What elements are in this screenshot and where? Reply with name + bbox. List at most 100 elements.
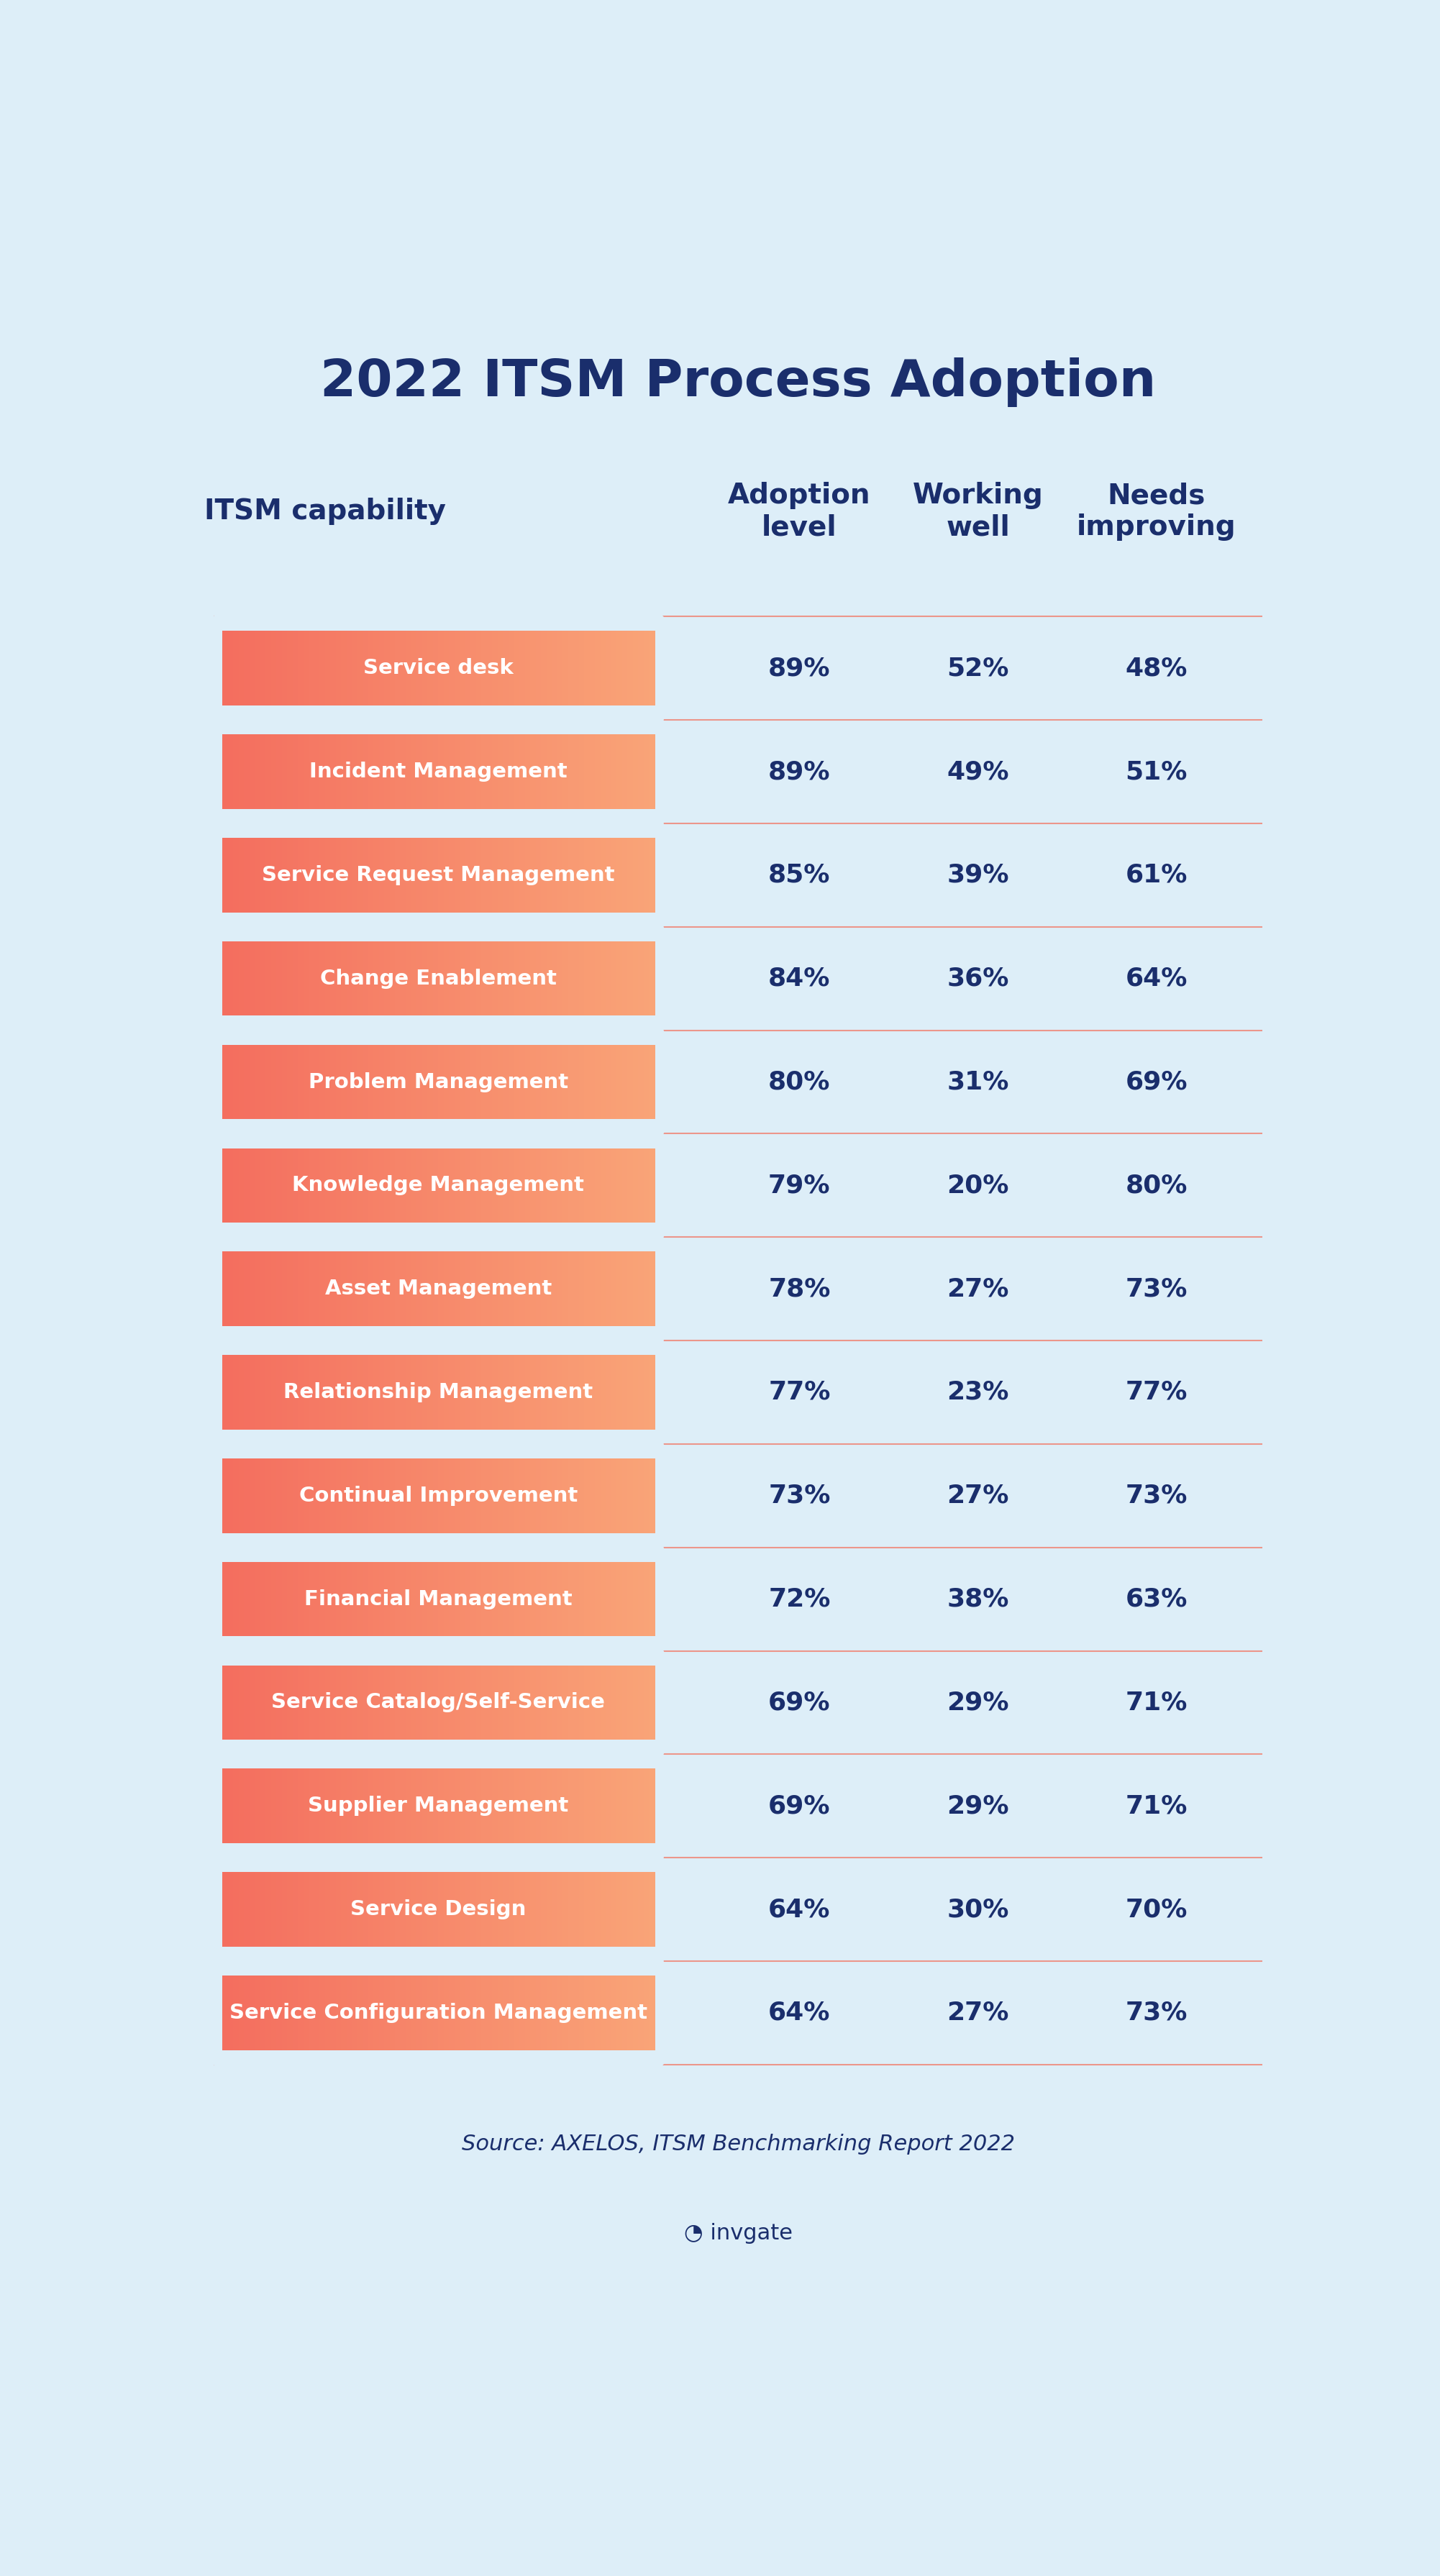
FancyBboxPatch shape <box>477 734 482 809</box>
FancyBboxPatch shape <box>336 1770 341 1844</box>
FancyBboxPatch shape <box>487 1355 492 1430</box>
FancyBboxPatch shape <box>508 1149 514 1224</box>
FancyBboxPatch shape <box>520 734 526 809</box>
FancyBboxPatch shape <box>471 1664 477 1739</box>
FancyBboxPatch shape <box>308 1252 315 1327</box>
FancyBboxPatch shape <box>222 1664 229 1739</box>
FancyBboxPatch shape <box>222 1355 229 1430</box>
FancyBboxPatch shape <box>449 734 455 809</box>
FancyBboxPatch shape <box>255 1770 261 1844</box>
FancyBboxPatch shape <box>233 1976 239 2050</box>
FancyBboxPatch shape <box>503 631 510 706</box>
FancyBboxPatch shape <box>255 1355 261 1430</box>
FancyBboxPatch shape <box>412 1252 418 1327</box>
FancyBboxPatch shape <box>552 1252 557 1327</box>
FancyBboxPatch shape <box>325 1976 331 2050</box>
FancyBboxPatch shape <box>444 837 449 912</box>
FancyBboxPatch shape <box>524 1770 531 1844</box>
FancyBboxPatch shape <box>477 1458 482 1533</box>
FancyBboxPatch shape <box>373 1873 380 1947</box>
FancyBboxPatch shape <box>406 1046 412 1118</box>
FancyBboxPatch shape <box>379 1149 384 1224</box>
FancyBboxPatch shape <box>412 1561 418 1636</box>
FancyBboxPatch shape <box>276 1561 282 1636</box>
FancyBboxPatch shape <box>632 1664 639 1739</box>
FancyBboxPatch shape <box>536 837 541 912</box>
FancyBboxPatch shape <box>384 1252 390 1327</box>
FancyBboxPatch shape <box>228 1561 233 1636</box>
FancyBboxPatch shape <box>363 837 369 912</box>
FancyBboxPatch shape <box>379 1252 384 1327</box>
FancyBboxPatch shape <box>503 837 510 912</box>
FancyBboxPatch shape <box>373 1976 380 2050</box>
FancyBboxPatch shape <box>357 1458 363 1533</box>
FancyBboxPatch shape <box>622 734 628 809</box>
FancyBboxPatch shape <box>541 1252 547 1327</box>
Text: 85%: 85% <box>769 863 831 886</box>
FancyBboxPatch shape <box>503 1976 510 2050</box>
FancyBboxPatch shape <box>508 1976 514 2050</box>
FancyBboxPatch shape <box>557 1770 563 1844</box>
FancyBboxPatch shape <box>400 837 406 912</box>
FancyBboxPatch shape <box>379 940 384 1015</box>
FancyBboxPatch shape <box>520 1252 526 1327</box>
FancyBboxPatch shape <box>622 1046 628 1118</box>
FancyBboxPatch shape <box>455 940 461 1015</box>
FancyBboxPatch shape <box>465 1252 471 1327</box>
FancyBboxPatch shape <box>395 1355 402 1430</box>
FancyBboxPatch shape <box>644 1252 649 1327</box>
FancyBboxPatch shape <box>320 1873 325 1947</box>
FancyBboxPatch shape <box>276 1976 282 2050</box>
FancyBboxPatch shape <box>477 1252 482 1327</box>
Text: ◔ invgate: ◔ invgate <box>684 2223 792 2244</box>
FancyBboxPatch shape <box>477 1561 482 1636</box>
FancyBboxPatch shape <box>465 631 471 706</box>
FancyBboxPatch shape <box>233 631 239 706</box>
FancyBboxPatch shape <box>628 1770 634 1844</box>
Text: Supplier Management: Supplier Management <box>308 1795 569 1816</box>
FancyBboxPatch shape <box>351 1873 359 1947</box>
FancyBboxPatch shape <box>369 1664 374 1739</box>
FancyBboxPatch shape <box>638 1149 644 1224</box>
FancyBboxPatch shape <box>524 1355 531 1430</box>
FancyBboxPatch shape <box>292 1458 298 1533</box>
FancyBboxPatch shape <box>449 1149 455 1224</box>
FancyBboxPatch shape <box>573 837 579 912</box>
FancyBboxPatch shape <box>363 1664 369 1739</box>
FancyBboxPatch shape <box>412 1458 418 1533</box>
FancyBboxPatch shape <box>492 1149 498 1224</box>
FancyBboxPatch shape <box>390 1664 396 1739</box>
FancyBboxPatch shape <box>546 940 553 1015</box>
FancyBboxPatch shape <box>589 1561 596 1636</box>
FancyBboxPatch shape <box>255 1149 261 1224</box>
FancyBboxPatch shape <box>530 1664 536 1739</box>
FancyBboxPatch shape <box>530 1976 536 2050</box>
FancyBboxPatch shape <box>471 1561 477 1636</box>
FancyBboxPatch shape <box>514 1355 520 1430</box>
FancyBboxPatch shape <box>600 1355 606 1430</box>
FancyBboxPatch shape <box>492 1046 498 1118</box>
FancyBboxPatch shape <box>261 631 266 706</box>
FancyBboxPatch shape <box>611 631 618 706</box>
FancyBboxPatch shape <box>503 1458 510 1533</box>
FancyBboxPatch shape <box>455 837 461 912</box>
FancyBboxPatch shape <box>567 631 575 706</box>
FancyBboxPatch shape <box>265 1976 272 2050</box>
FancyBboxPatch shape <box>249 1458 255 1533</box>
FancyBboxPatch shape <box>357 1355 363 1430</box>
FancyBboxPatch shape <box>341 837 347 912</box>
FancyBboxPatch shape <box>477 1149 482 1224</box>
FancyBboxPatch shape <box>384 1976 390 2050</box>
FancyBboxPatch shape <box>498 837 504 912</box>
FancyBboxPatch shape <box>357 1664 363 1739</box>
FancyBboxPatch shape <box>395 837 402 912</box>
FancyBboxPatch shape <box>449 1355 455 1430</box>
FancyBboxPatch shape <box>611 1770 618 1844</box>
FancyBboxPatch shape <box>341 940 347 1015</box>
FancyBboxPatch shape <box>520 940 526 1015</box>
Text: Service Request Management: Service Request Management <box>262 866 615 886</box>
FancyBboxPatch shape <box>606 734 612 809</box>
FancyBboxPatch shape <box>249 734 255 809</box>
FancyBboxPatch shape <box>585 1873 590 1947</box>
FancyBboxPatch shape <box>449 1770 455 1844</box>
